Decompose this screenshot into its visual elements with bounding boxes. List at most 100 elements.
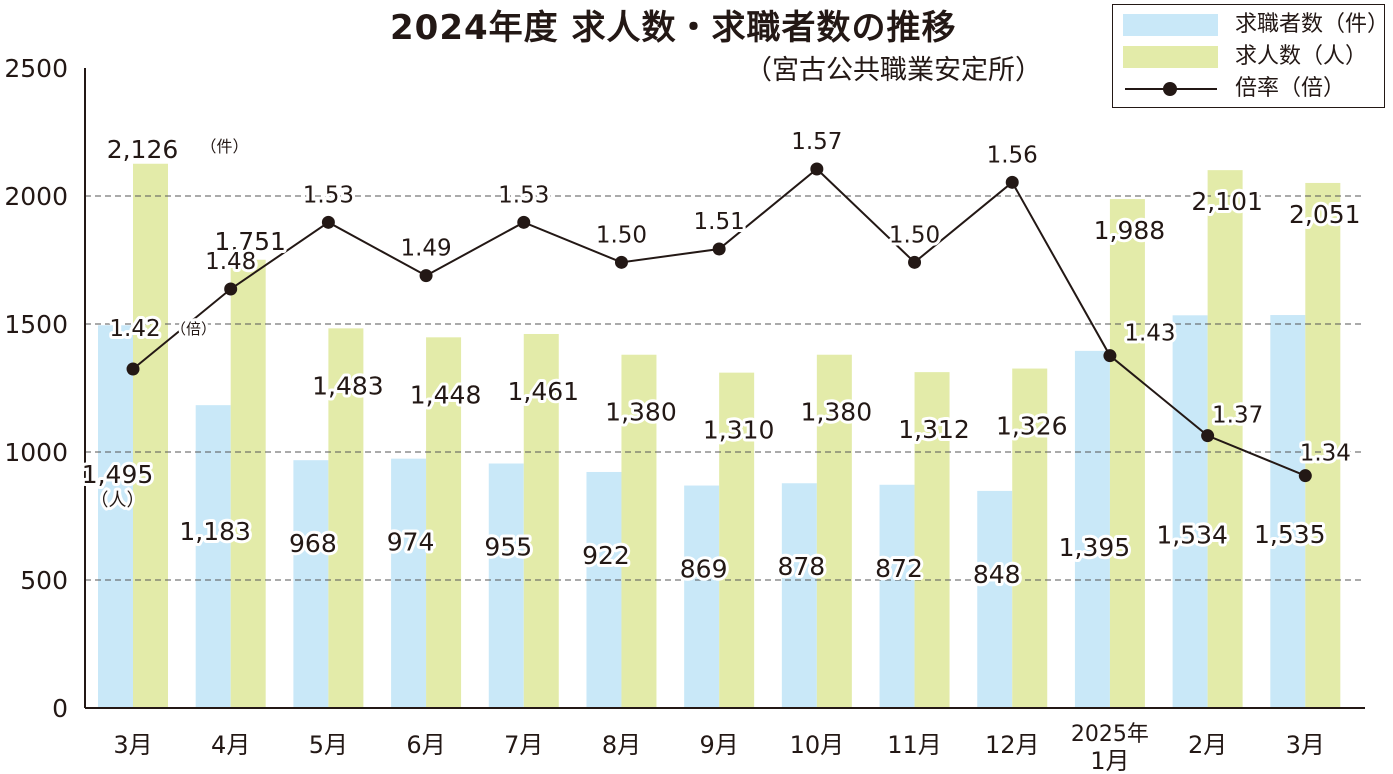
bar-seekers-1 — [98, 325, 133, 708]
jobs-value-label-13: 2,051 — [1289, 200, 1361, 229]
ratio-unit-note: （倍） — [171, 320, 216, 338]
seekers-value-label-11: 1,395 — [1059, 533, 1131, 562]
jobs-value-label-5: 1,461 — [507, 377, 579, 406]
x-tick-label-11-line2: 1月 — [1090, 747, 1129, 774]
ratio-point-9 — [908, 255, 922, 269]
ratio-point-2 — [224, 282, 238, 296]
jobs-value-label-3: 1,483 — [312, 371, 384, 400]
bar-seekers-11 — [1074, 350, 1110, 708]
ratio-value-label-6: 1.50 — [596, 222, 647, 248]
ratio-point-10 — [1005, 175, 1019, 189]
bar-jobs-13 — [1305, 182, 1341, 709]
x-tick-label-3: 5月 — [309, 731, 348, 759]
x-tick-label-7: 9月 — [700, 731, 739, 759]
seekers-value-label-6: 922 — [582, 541, 630, 570]
jobs-value-label-11: 1,988 — [1094, 216, 1166, 245]
ratio-point-12 — [1201, 429, 1215, 443]
seekers-unit-note: （人） — [91, 490, 145, 511]
x-tick-label-12: 2月 — [1188, 731, 1227, 759]
y-tick-label-1500: 1500 — [4, 310, 68, 339]
x-tick-label-1: 3月 — [113, 731, 152, 759]
bar-jobs-6 — [621, 354, 657, 708]
bar-jobs-10 — [1012, 368, 1048, 708]
jobs-value-label-1: 2,126 — [107, 135, 179, 164]
ratio-value-label-2: 1.48 — [205, 249, 256, 275]
y-tick-label-2500: 2500 — [4, 54, 68, 83]
bar-seekers-2 — [195, 405, 231, 708]
x-tick-label-2: 4月 — [211, 731, 250, 759]
x-tick-label-8: 10月 — [790, 731, 845, 759]
jobs-value-label-12: 2,101 — [1191, 187, 1263, 216]
legend-label-ratio: 倍率（倍） — [1235, 76, 1346, 101]
seekers-value-label-7: 869 — [680, 555, 728, 584]
ratio-value-label-13: 1.34 — [1300, 441, 1351, 467]
chart-legend: 求職者数（件） 求人数（人） 倍率（倍） — [1112, 4, 1389, 108]
ratio-value-label-5: 1.53 — [498, 182, 549, 208]
legend-label-jobs: 求人数（人） — [1235, 44, 1368, 69]
ratio-point-13 — [1298, 469, 1312, 483]
bar-jobs-1 — [133, 163, 168, 708]
bar-seekers-10 — [977, 490, 1013, 708]
seekers-value-label-9: 872 — [875, 554, 923, 583]
jobs-value-label-7: 1,310 — [703, 416, 775, 445]
ratio-value-label-4: 1.49 — [400, 236, 451, 262]
y-tick-label-2000: 2000 — [4, 182, 68, 211]
legend-swatch-seekers — [1123, 14, 1218, 36]
ratio-value-label-10: 1.56 — [987, 142, 1038, 168]
legend-marker-ratio — [1163, 82, 1177, 96]
seekers-value-label-4: 974 — [387, 528, 435, 557]
seekers-value-label-5: 955 — [484, 533, 532, 562]
ratio-point-3 — [321, 215, 335, 229]
seekers-value-label-8: 878 — [777, 552, 825, 581]
jobs-value-label-2: 1,751 — [214, 227, 286, 256]
bar-jobs-4 — [426, 337, 462, 708]
ratio-point-8 — [810, 162, 824, 176]
x-tick-label-13: 3月 — [1286, 731, 1325, 759]
x-tick-label-9: 11月 — [887, 731, 942, 759]
x-tick-label-4: 6月 — [406, 731, 445, 759]
bar-jobs-7 — [719, 372, 755, 708]
legend-item-ratio: 倍率（倍） — [1123, 75, 1378, 103]
x-tick-label-5: 7月 — [504, 731, 543, 759]
ratio-point-1 — [126, 362, 140, 376]
bar-seekers-13 — [1270, 315, 1306, 708]
ratio-point-11 — [1103, 349, 1117, 363]
jobs-value-label-8: 1,380 — [801, 398, 873, 427]
ratio-point-7 — [712, 242, 726, 256]
chart-subtitle: （宮古公共職業安定所） — [745, 55, 1042, 86]
ratio-value-label-12: 1.37 — [1212, 403, 1263, 429]
bar-seekers-4 — [391, 458, 427, 708]
ratio-value-label-11: 1.43 — [1124, 321, 1175, 347]
bar-jobs-2 — [230, 259, 266, 708]
bar-jobs-3 — [328, 328, 364, 708]
jobs-value-label-6: 1,380 — [605, 398, 677, 427]
bar-seekers-3 — [293, 460, 329, 708]
jobs-value-label-10: 1,326 — [996, 412, 1068, 441]
seekers-value-label-10: 848 — [973, 560, 1021, 589]
seekers-value-label-1: 1,495 — [82, 460, 154, 489]
ratio-value-label-1: 1.42 — [109, 316, 160, 342]
seekers-value-label-13: 1,535 — [1254, 520, 1326, 549]
seekers-value-label-2: 1,183 — [179, 517, 251, 546]
y-tick-label-0: 0 — [52, 694, 68, 723]
ratio-point-4 — [419, 269, 433, 283]
bar-jobs-5 — [523, 333, 559, 708]
y-tick-label-1000: 1000 — [4, 438, 68, 467]
bar-jobs-8 — [816, 354, 852, 708]
bar-seekers-8 — [781, 483, 817, 708]
seekers-value-label-3: 968 — [289, 529, 337, 558]
x-tick-label-6: 8月 — [602, 731, 641, 759]
bar-jobs-11 — [1109, 199, 1145, 708]
bar-seekers-12 — [1172, 315, 1208, 708]
y-tick-label-500: 500 — [20, 566, 68, 595]
bar-seekers-6 — [586, 471, 622, 708]
ratio-value-label-9: 1.50 — [889, 222, 940, 248]
legend-swatch-jobs — [1123, 46, 1218, 68]
jobs-value-label-4: 1,448 — [410, 380, 482, 409]
bar-seekers-5 — [488, 463, 524, 708]
x-tick-label-10: 12月 — [985, 731, 1040, 759]
legend-item-seekers: 求職者数（件） — [1123, 11, 1389, 39]
chart-title: 2024年度 求人数・求職者数の推移 — [390, 8, 957, 48]
ratio-value-label-3: 1.53 — [303, 182, 354, 208]
